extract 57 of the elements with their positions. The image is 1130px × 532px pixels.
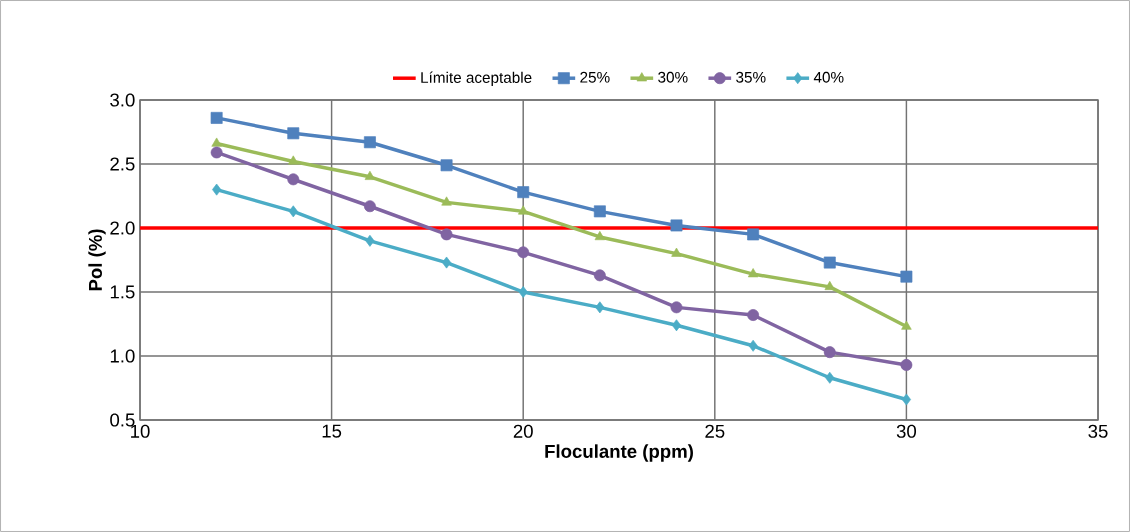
point	[210, 111, 223, 124]
point	[747, 268, 759, 278]
point	[518, 205, 529, 215]
point	[670, 301, 683, 314]
point	[365, 234, 375, 247]
x-tick-label: 25	[705, 424, 725, 438]
point	[823, 346, 836, 359]
point	[748, 339, 758, 352]
legend-label: 25%	[580, 71, 610, 83]
point	[517, 246, 530, 259]
point	[517, 186, 530, 199]
point	[442, 256, 452, 269]
x-tick-label: 20	[513, 424, 533, 438]
y-axis-title: Pol (%)	[88, 229, 106, 291]
y-tick-label: 2.5	[110, 157, 135, 171]
point	[364, 170, 376, 180]
point	[440, 228, 453, 241]
point	[595, 301, 605, 314]
point	[288, 155, 299, 165]
point	[824, 280, 835, 291]
point	[288, 205, 298, 218]
point	[287, 173, 300, 186]
x-tick-label: 35	[1088, 424, 1108, 438]
point	[747, 228, 760, 241]
point	[363, 200, 376, 213]
point	[518, 286, 528, 298]
point	[441, 196, 452, 206]
x-tick-label: 30	[896, 424, 917, 438]
point	[671, 247, 682, 257]
legend-label: 30%	[658, 71, 688, 83]
point	[440, 159, 453, 172]
x-tick-label: 15	[322, 424, 342, 438]
legend-label: 35%	[736, 71, 766, 83]
y-tick-label: 3.0	[110, 93, 135, 107]
point	[825, 371, 835, 384]
point	[747, 309, 760, 321]
y-tick-label: 1.5	[110, 285, 135, 299]
y-tick-label: 1.0	[110, 349, 135, 363]
x-axis-title: Floculante (ppm)	[545, 444, 693, 462]
point	[287, 127, 300, 140]
point	[900, 270, 913, 283]
point	[211, 137, 222, 147]
point	[671, 319, 682, 332]
point	[900, 359, 913, 371]
point	[212, 183, 222, 196]
point	[901, 393, 911, 406]
point	[594, 231, 606, 241]
legend-label: Límite aceptable	[421, 71, 532, 86]
point	[823, 256, 836, 269]
point	[210, 146, 223, 159]
y-tick-label: 2.0	[110, 221, 135, 235]
legend-label: 40%	[813, 71, 844, 83]
point	[901, 320, 912, 330]
point	[593, 205, 606, 218]
point	[670, 219, 683, 232]
point	[593, 269, 606, 282]
point	[363, 136, 376, 149]
